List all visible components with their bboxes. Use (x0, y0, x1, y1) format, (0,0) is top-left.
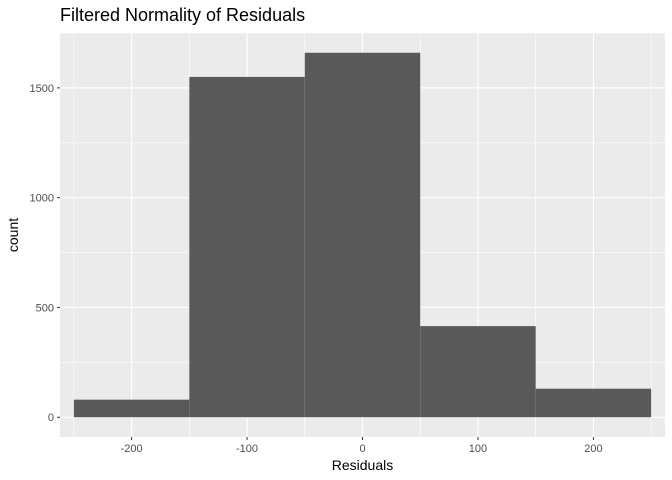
x-tick-label: 200 (584, 443, 602, 455)
histogram-bar (73, 399, 190, 418)
x-tick-label: 0 (359, 443, 365, 455)
y-tick-label: 1000 (30, 193, 54, 205)
chart-title: Filtered Normality of Residuals (60, 5, 306, 25)
x-tick-label: -100 (236, 443, 258, 455)
histogram-bar (304, 52, 421, 418)
y-tick-label: 1500 (30, 83, 54, 95)
x-tick-label: 100 (469, 443, 487, 455)
y-tick-label: 0 (48, 412, 54, 424)
histogram-bar (535, 388, 652, 418)
histogram-bar (189, 76, 305, 418)
y-axis: 0 500 1000 1500 (30, 83, 60, 424)
histogram-bar (420, 326, 536, 418)
y-axis-label: count (5, 218, 21, 252)
x-axis: -200 -100 0 100 200 (121, 437, 603, 455)
x-tick-label: -200 (121, 443, 143, 455)
y-tick-label: 500 (36, 302, 54, 314)
x-axis-label: Residuals (332, 457, 393, 473)
histogram-bars (73, 52, 652, 418)
